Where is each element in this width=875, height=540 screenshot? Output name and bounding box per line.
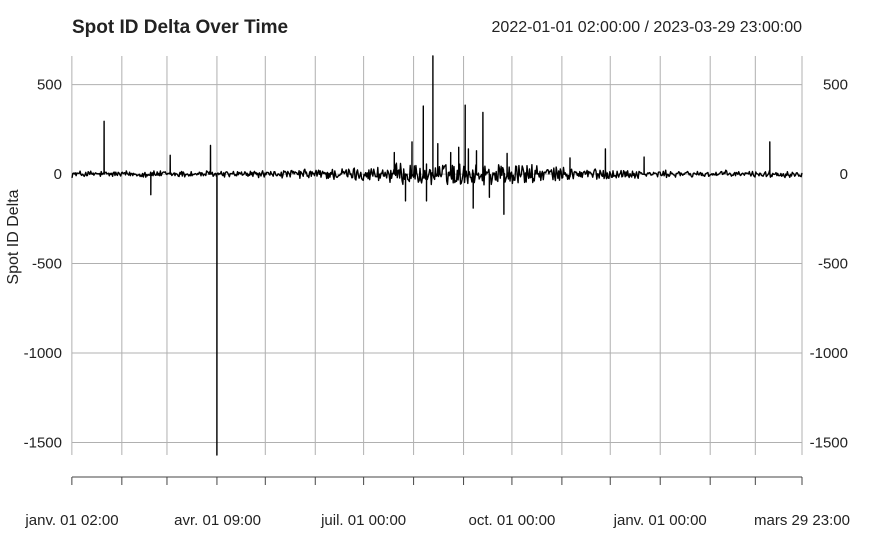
x-axis: janv. 01 02:00 avr. 01 09:00 juil. 01 00:0… xyxy=(24,476,850,529)
y-tick-labels-left: 500 0 -500 -1000 -1500 xyxy=(24,77,62,452)
y-tick-label: -500 xyxy=(818,256,848,273)
x-gridlines xyxy=(71,56,803,455)
chart-title: Spot ID Delta Over Time xyxy=(72,17,288,38)
y-tick-label: -1000 xyxy=(24,345,62,362)
x-tick-label: oct. 01 00:00 xyxy=(469,512,556,529)
series-group xyxy=(71,55,803,456)
y-tick-label: -1500 xyxy=(24,434,62,451)
series-line xyxy=(71,55,803,456)
y-tick-label: -1500 xyxy=(810,434,848,451)
y-tick-label: 500 xyxy=(37,77,62,94)
x-tick-label: janv. 01 00:00 xyxy=(613,512,707,529)
y-tick-label: -500 xyxy=(32,256,62,273)
date-range-label: 2022-01-01 02:00:00 / 2023-03-29 23:00:0… xyxy=(492,19,803,36)
y-tick-label: 0 xyxy=(840,166,848,183)
y-axis-label: Spot ID Delta xyxy=(5,189,22,284)
y-tick-label: 0 xyxy=(54,166,62,183)
x-tick-label: avr. 01 09:00 xyxy=(174,512,261,529)
y-tick-labels-right: 500 0 -500 -1000 -1500 xyxy=(810,77,848,452)
y-tick-label: -1000 xyxy=(810,345,848,362)
y-gridlines xyxy=(72,84,802,443)
x-tick-label: mars 29 23:00 xyxy=(754,512,850,529)
x-tick-label: janv. 01 02:00 xyxy=(24,512,118,529)
y-tick-label: 500 xyxy=(823,77,848,94)
x-tick-label: juil. 01 00:00 xyxy=(320,512,406,529)
